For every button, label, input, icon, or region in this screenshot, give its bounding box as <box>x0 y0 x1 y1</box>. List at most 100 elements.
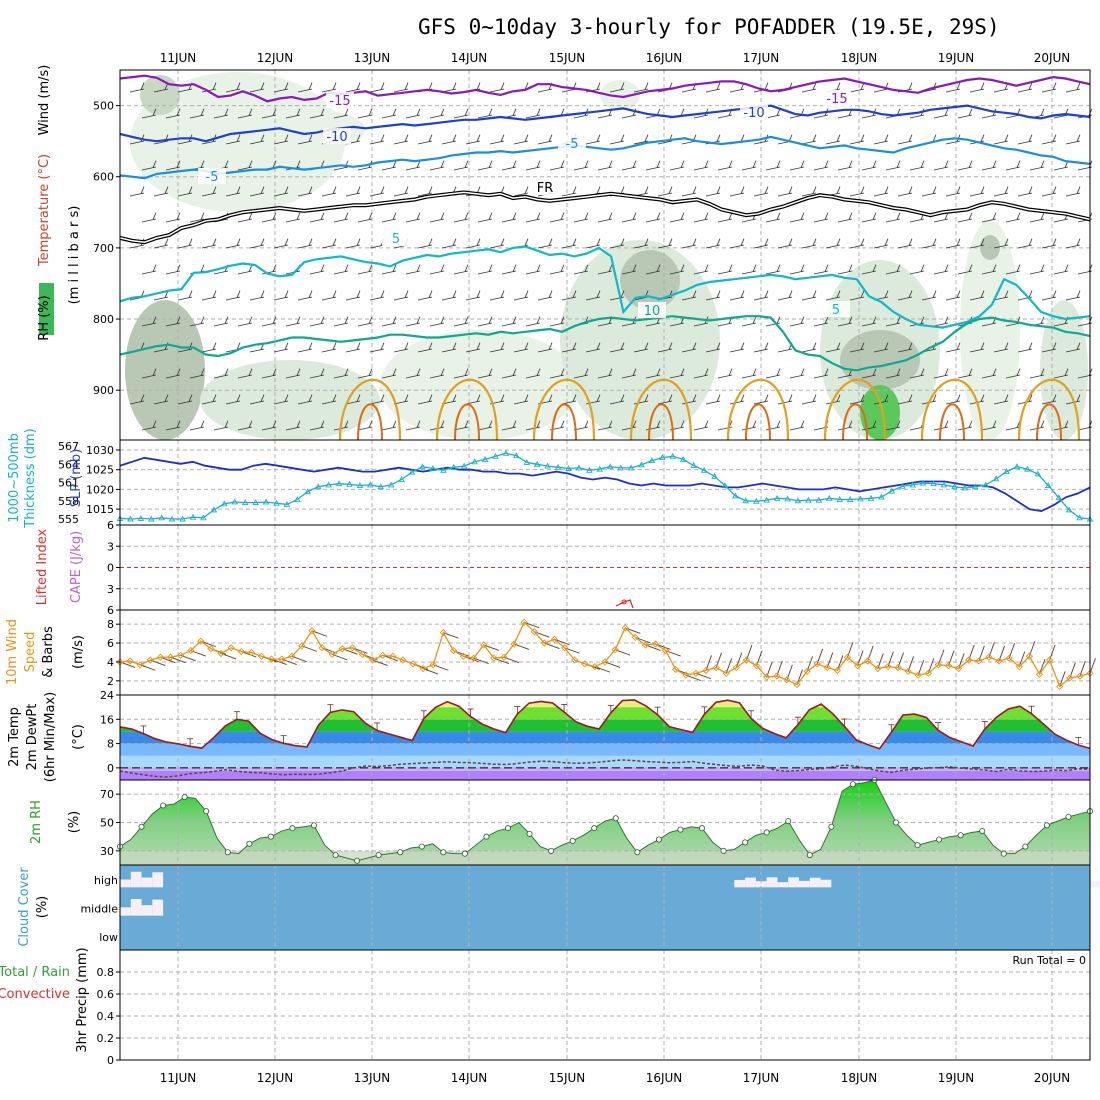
wind-speed-point <box>470 654 478 662</box>
wind-speed-point <box>1076 672 1084 680</box>
rh-shade <box>125 300 205 440</box>
wind-speed-point <box>368 656 377 664</box>
wind-speed-point <box>237 647 245 656</box>
wind-speed-point <box>146 656 154 664</box>
wind-barb <box>765 160 781 171</box>
wind-barb <box>885 160 901 171</box>
wind-barb <box>237 368 253 379</box>
wind-barb <box>645 212 661 223</box>
wind-speed-point <box>631 633 639 642</box>
contour-label: -5 <box>566 137 579 152</box>
wind-barb <box>309 316 325 327</box>
wind-barb <box>321 186 337 197</box>
wind-barb <box>885 368 901 379</box>
wind-barb <box>921 290 937 301</box>
wind-barb <box>981 420 997 431</box>
wind-speed-point <box>1056 682 1064 691</box>
wind-speed-point <box>176 651 185 659</box>
rh-point <box>461 850 468 857</box>
wind-barb <box>753 186 769 197</box>
rh-point <box>936 836 943 843</box>
wind-speed-point <box>894 663 902 672</box>
wind-barb <box>873 186 889 197</box>
rh-shade <box>200 360 380 440</box>
thickness-point <box>919 479 927 486</box>
wind-speed-point <box>793 680 801 689</box>
wind-barb <box>789 420 805 431</box>
y-axis-label: Thickness (dm) <box>23 428 38 528</box>
wind-barb <box>333 316 349 327</box>
wind-barb <box>561 290 577 301</box>
wind-barb <box>393 342 409 353</box>
wind-speed-point <box>318 644 326 652</box>
wind-barb <box>801 134 817 145</box>
wind-speed-point <box>985 653 993 661</box>
wind-barb <box>789 264 805 275</box>
temperature-contour <box>119 104 1091 143</box>
wind-barb <box>1005 368 1021 379</box>
wind-barb <box>513 394 529 405</box>
wind-barb <box>549 368 565 379</box>
rh-point <box>742 839 749 846</box>
wind-barb <box>141 160 157 171</box>
wind-barb <box>513 290 529 301</box>
y-tick-label: 3 <box>107 540 114 553</box>
temperature-contour <box>119 315 1091 372</box>
wind-barb <box>285 420 301 431</box>
thickness-point <box>283 500 291 507</box>
wind-barb <box>825 134 841 145</box>
wind-barb <box>141 212 157 223</box>
contour-label: -5 <box>206 170 219 185</box>
y-axis-label: Lifted Index <box>35 528 50 605</box>
wind-barb <box>777 238 793 249</box>
wind-speed-point <box>490 654 498 662</box>
temp-contour-hot <box>745 403 771 441</box>
thickness-point <box>179 515 186 522</box>
rh-point <box>310 822 317 829</box>
date-label-bottom: 12JUN <box>257 1071 294 1085</box>
y-axis-label: (%) <box>35 896 50 919</box>
wind-barb <box>261 264 277 275</box>
y-axis-label: 1000~500mb <box>7 433 22 523</box>
rh-point <box>548 847 555 854</box>
thickness-point <box>231 498 238 505</box>
wind-barb <box>957 264 973 275</box>
wind-barb <box>201 186 217 197</box>
wind-barb <box>477 160 493 171</box>
lifted-index-mark <box>615 599 634 609</box>
y-tick-label: 700 <box>93 242 114 255</box>
wind-barb <box>765 368 781 379</box>
date-label-top: 11JUN <box>160 51 197 65</box>
wind-barb <box>777 394 793 405</box>
wind-barb <box>717 160 733 171</box>
wind-speed-point <box>783 676 791 684</box>
wind-barb <box>645 264 661 275</box>
wind-barb <box>657 238 673 249</box>
thickness-point <box>700 466 708 473</box>
wind-barb <box>165 160 181 171</box>
wind-barb <box>429 368 445 379</box>
wind-barb <box>333 212 349 223</box>
wind-barb <box>225 290 241 301</box>
wind-barb <box>585 342 601 353</box>
cloud-bar <box>141 877 153 888</box>
wind-speed-point <box>702 666 710 675</box>
rh-point <box>828 823 835 830</box>
wind-barb <box>957 420 973 431</box>
wind-barb <box>621 160 637 171</box>
wind-barb <box>657 342 673 353</box>
cloud-level-label: high <box>94 874 118 887</box>
wind-barb <box>165 420 181 431</box>
precip-label-conv: Convective <box>0 987 70 1002</box>
y-axis-label: & Barbs <box>41 626 56 678</box>
thickness-point <box>940 481 948 488</box>
thickness-point <box>888 487 896 494</box>
wind-speed-line <box>119 621 1091 688</box>
wind-barb <box>573 212 589 223</box>
wind-speed-point <box>813 660 821 668</box>
y-tick-label: 0.2 <box>97 1032 115 1045</box>
temp-contour-warm <box>629 378 693 441</box>
wind-barb <box>1065 290 1081 301</box>
thickness-point <box>586 466 593 473</box>
thickness-point <box>168 515 176 522</box>
